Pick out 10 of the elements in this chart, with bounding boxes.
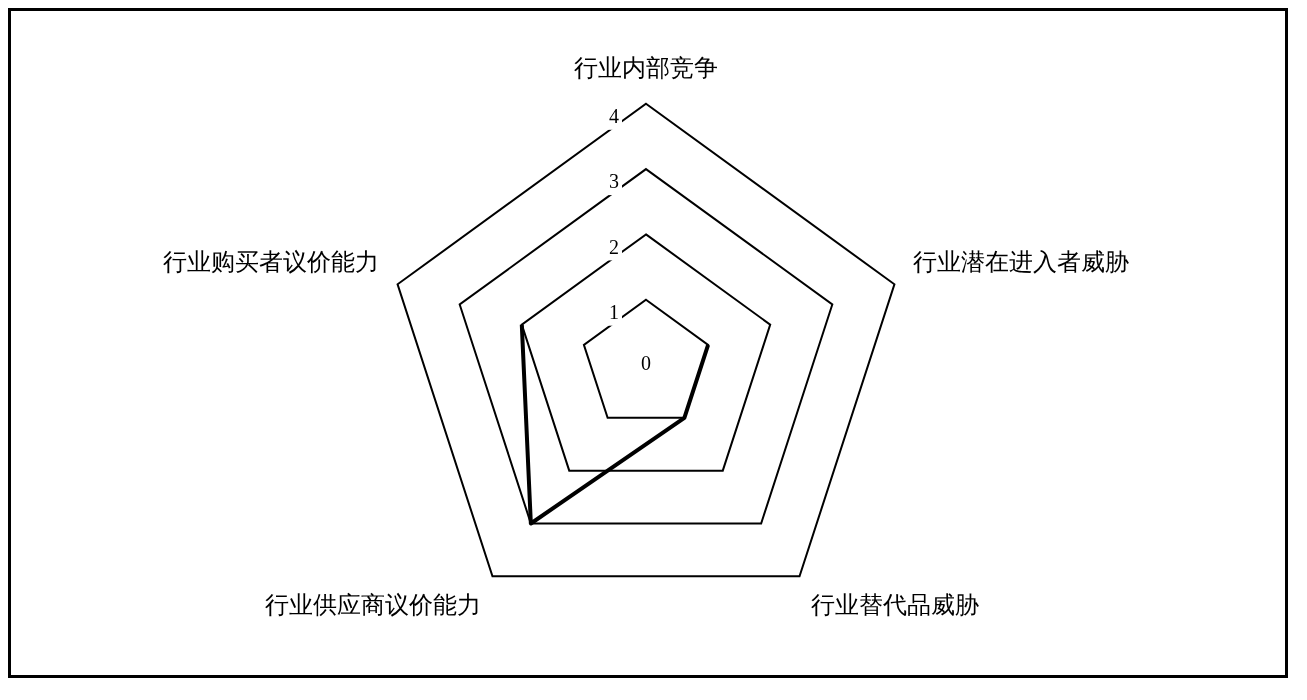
spoke-label: 行业替代品威胁 xyxy=(811,591,980,620)
y-tick-label: 3 xyxy=(609,170,619,193)
y-tick-label: 1 xyxy=(609,300,619,323)
spoke-label: 行业潜在进入者威胁 xyxy=(913,247,1130,276)
spoke-label: 行业内部竞争 xyxy=(574,53,718,82)
y-tick-label: 2 xyxy=(609,235,619,258)
spoke-label: 行业供应商议价能力 xyxy=(264,591,481,620)
y-tick-label: 0 xyxy=(641,352,651,375)
spoke-label: 行业购买者议价能力 xyxy=(162,247,379,276)
y-tick-label: 4 xyxy=(609,105,619,128)
